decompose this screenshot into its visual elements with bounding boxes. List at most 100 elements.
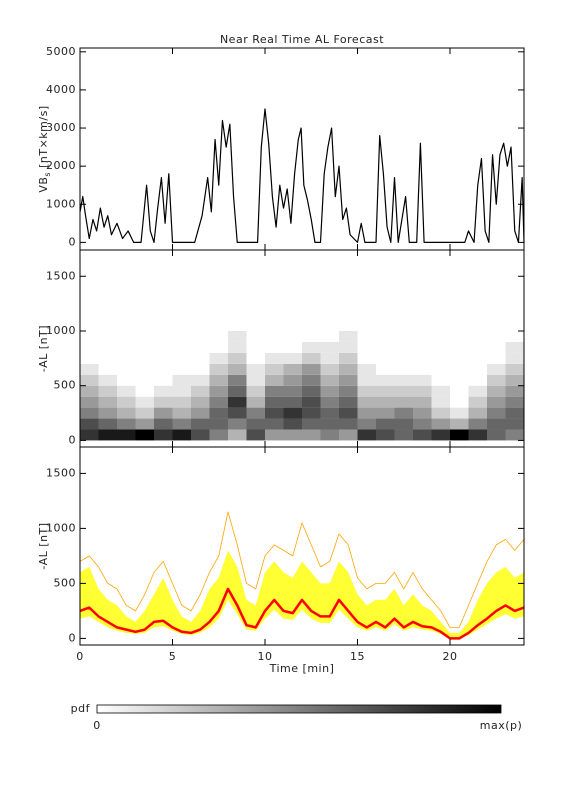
heat-cell [413,363,432,375]
heat-cell [154,330,173,342]
heat-cell [357,330,376,342]
heat-cell [172,374,191,386]
heat-cell [80,352,99,364]
heat-cell [302,396,321,408]
heat-cell [283,352,302,364]
heat-cell [80,385,99,397]
series-line [79,587,525,640]
heat-cell [209,429,228,441]
heat-cell [209,407,228,419]
heat-cell [320,374,339,386]
heat-cell [413,385,432,397]
heat-cell [487,374,506,386]
heat-cell [376,374,395,386]
heat-cell [209,363,228,375]
heat-cell [135,341,154,353]
heat-cell [265,363,284,375]
heat-cell [135,363,154,375]
heat-cell [302,418,321,430]
heat-cell [80,407,99,419]
heat-cell [172,352,191,364]
heat-cell [468,352,487,364]
heat-cell [283,330,302,342]
heat-cell [450,396,469,408]
heat-cell [117,374,136,386]
heat-cell [357,407,376,419]
heat-cell [246,385,265,397]
heat-cell [246,374,265,386]
heat-cell [394,418,413,430]
heat-cell [505,374,524,386]
heat-cell [154,352,173,364]
heat-cell [450,363,469,375]
heat-cell [135,374,154,386]
heat-cell [135,429,154,441]
heat-cell [172,330,191,342]
axes-frame [79,446,525,646]
heat-cell [117,407,136,419]
heat-cell [135,418,154,430]
heat-cell [302,385,321,397]
heat-cell [135,407,154,419]
heat-cell [154,429,173,441]
heat-cell [228,429,247,441]
y-axis-label: -AL [nT] [37,325,50,372]
heat-cell [394,396,413,408]
heat-cell [339,396,358,408]
heat-cell [228,363,247,375]
heat-cell [117,396,136,408]
heat-cell [172,429,191,441]
heat-cell [265,352,284,364]
heat-cell [80,374,99,386]
heat-cell [80,396,99,408]
y-tick-label: 5000 [46,45,76,58]
y-tick-label: 1000 [46,521,76,534]
x-tick-label: 10 [258,650,273,663]
heat-cell [283,396,302,408]
heat-cell [468,330,487,342]
heat-cell [450,407,469,419]
heat-cell [246,418,265,430]
heat-cell [487,363,506,375]
heat-cell [357,374,376,386]
heat-cell [431,396,450,408]
heat-cell [117,429,136,441]
heat-cell [357,385,376,397]
heat-cell [209,396,228,408]
heat-cell [191,363,210,375]
heat-cell [154,396,173,408]
heat-cell [246,407,265,419]
heat-cell [246,429,265,441]
heat-cell [209,418,228,430]
heat-cell [431,429,450,441]
heat-cell [505,429,524,441]
heat-cell [228,330,247,342]
band [80,550,524,639]
heat-cell [450,429,469,441]
heat-cell [265,385,284,397]
heat-cell [246,396,265,408]
heat-cell [154,341,173,353]
heat-cell [487,352,506,364]
heat-cell [191,330,210,342]
heat-cell [376,407,395,419]
heat-cell [357,352,376,364]
heat-cell [320,396,339,408]
heat-cell [320,418,339,430]
heat-cell [98,341,117,353]
y-tick-label: 0 [69,433,77,446]
heat-cell [394,330,413,342]
heat-cell [376,341,395,353]
heat-cell [135,396,154,408]
heat-cell [98,385,117,397]
heat-cell [117,330,136,342]
heat-cell [98,374,117,386]
heat-cell [487,330,506,342]
heat-cell [413,429,432,441]
heat-cell [265,396,284,408]
heat-cell [376,330,395,342]
heat-cell [228,396,247,408]
heat-cell [450,385,469,397]
heat-cell [394,363,413,375]
panel [79,108,525,243]
